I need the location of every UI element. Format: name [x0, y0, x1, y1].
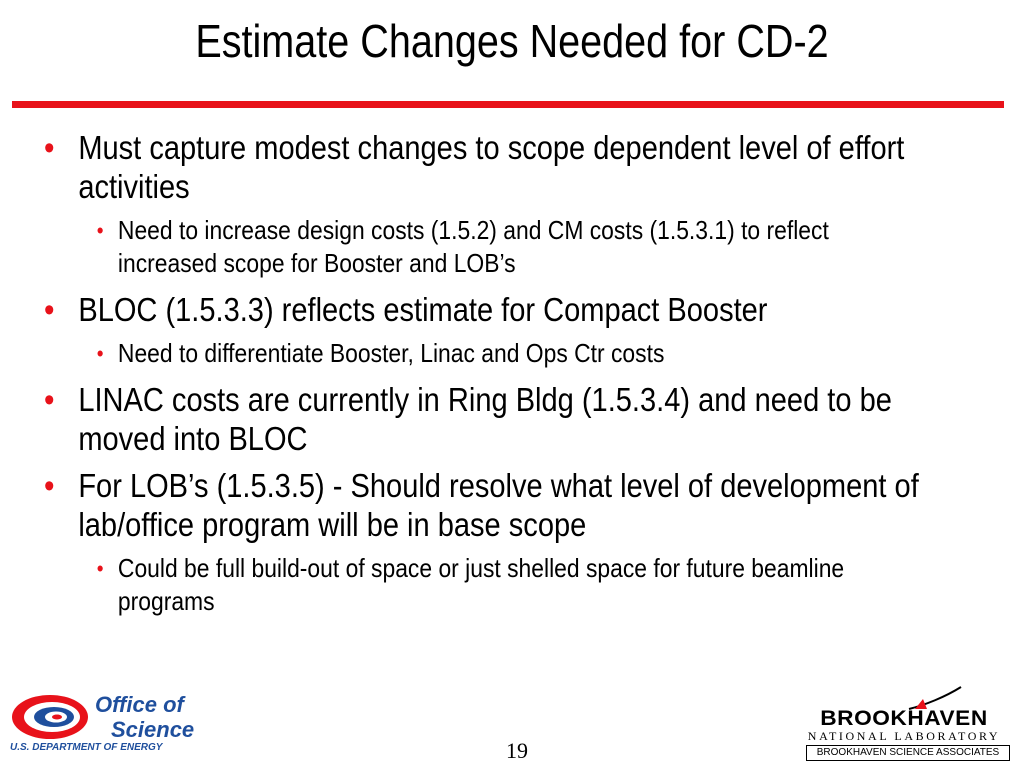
sub-bullet-text: Need to increase design costs (1.5.2) an…: [117, 215, 829, 278]
sub-bullet-item: • Need to differentiate Booster, Linac a…: [0, 337, 928, 370]
bullet-item: • LINAC costs are currently in Ring Bldg…: [0, 380, 976, 458]
doe-label: U.S. DEPARTMENT OF ENERGY: [10, 742, 163, 753]
sub-bullet-text: Need to differentiate Booster, Linac and…: [117, 338, 665, 368]
sub-bullet-marker: •: [96, 556, 104, 581]
bullet-marker: •: [44, 291, 55, 329]
science-text: Science: [111, 717, 195, 742]
bullet-item: • Must capture modest changes to scope d…: [0, 128, 976, 206]
slide-title: Estimate Changes Needed for CD-2: [195, 15, 829, 67]
bullet-text: LINAC costs are currently in Ring Bldg (…: [78, 381, 892, 457]
brookhaven-swoosh-icon: [908, 686, 962, 710]
bullet-list: • Must capture modest changes to scope d…: [0, 128, 968, 628]
sub-bullet-item: • Need to increase design costs (1.5.2) …: [0, 214, 928, 280]
national-laboratory-label: NATIONAL LABORATORY: [807, 729, 1001, 743]
sub-bullet-item: • Could be full build-out of space or ju…: [0, 552, 928, 618]
doe-swirl-icon: [12, 695, 88, 739]
bsa-label: BROOKHAVEN SCIENCE ASSOCIATES: [806, 745, 1010, 761]
bullet-marker: •: [44, 381, 55, 419]
title-divider: [12, 101, 1004, 108]
office-of-science-logo: Office of Science U.S. DEPARTMENT OF ENE…: [10, 690, 210, 758]
bullet-marker: •: [44, 129, 55, 167]
sub-bullet-text: Could be full build-out of space or just…: [117, 553, 845, 616]
page-number: 19: [506, 738, 528, 763]
sub-bullet-marker: •: [96, 341, 104, 366]
office-of-science-wordmark: Office of Science: [95, 692, 194, 742]
bullet-text: Must capture modest changes to scope dep…: [78, 129, 905, 205]
sub-bullet-marker: •: [96, 218, 104, 243]
bullet-item: • BLOC (1.5.3.3) reflects estimate for C…: [0, 290, 976, 329]
bullet-marker: •: [44, 467, 55, 505]
bullet-item: • For LOB’s (1.5.3.5) - Should resolve w…: [0, 466, 976, 544]
bullet-text: BLOC (1.5.3.3) reflects estimate for Com…: [78, 291, 768, 328]
brookhaven-logo: BROOKHAVEN NATIONAL LABORATORY BROOKHAVE…: [790, 685, 1018, 763]
brookhaven-wordmark: BROOKHAVEN: [820, 707, 988, 730]
office-of-text: Office of: [95, 692, 184, 717]
bullet-text: For LOB’s (1.5.3.5) - Should resolve wha…: [78, 467, 919, 543]
